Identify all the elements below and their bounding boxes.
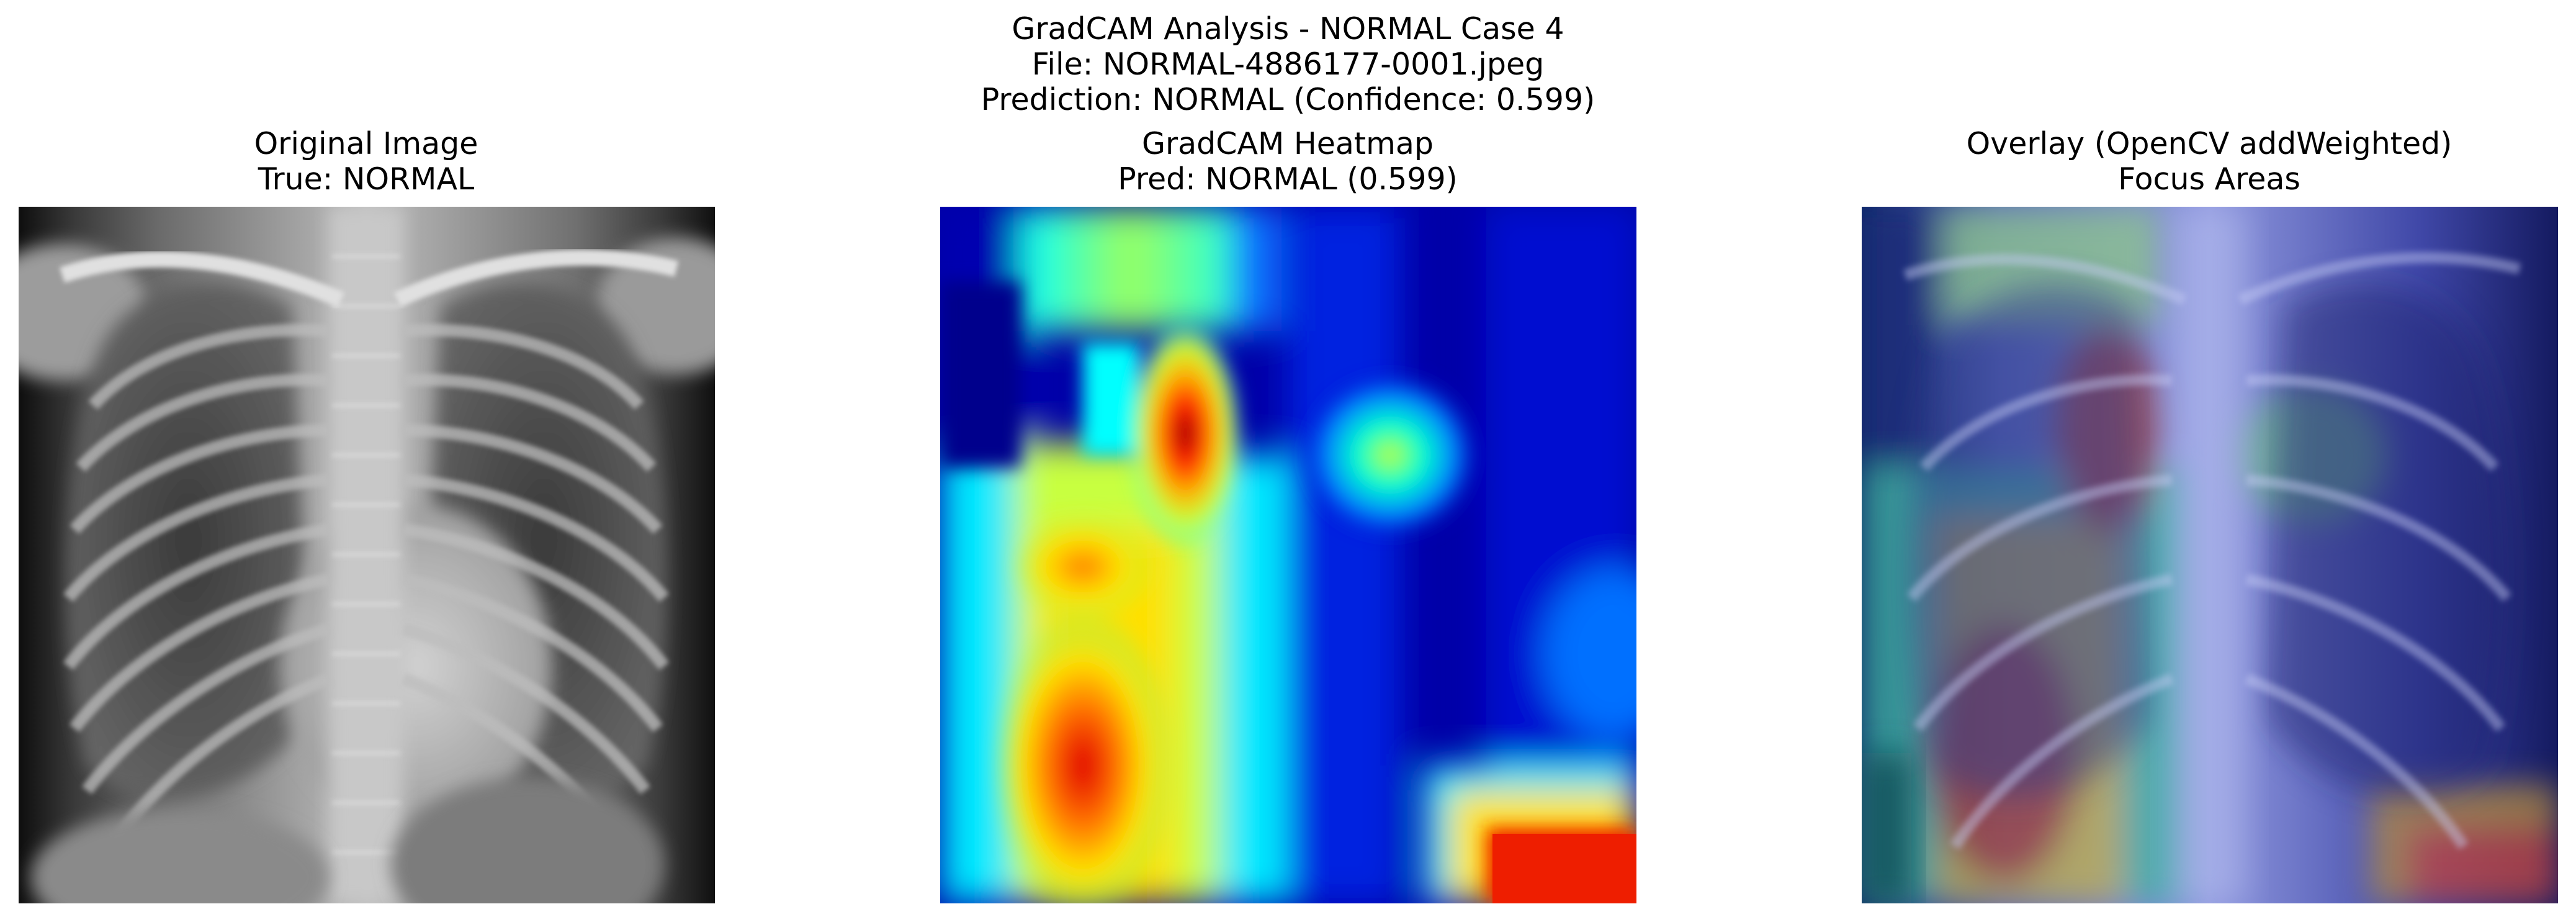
figure-title-line-2: File: NORMAL-4886177-0001.jpeg (1031, 47, 1545, 82)
overlay-title-line-2: Focus Areas (2118, 161, 2300, 197)
original-image-title-line-2: True: NORMAL (258, 161, 475, 197)
original-xray-image (19, 207, 715, 903)
overlay-drawing (1862, 207, 2558, 903)
heatmap-drawing (940, 207, 1636, 903)
figure-title-line-1: GradCAM Analysis - NORMAL Case 4 (1012, 11, 1564, 47)
figure-title: GradCAM Analysis - NORMAL Case 4 File: N… (0, 11, 2576, 117)
xray-drawing (19, 207, 715, 903)
overlay-title-line-1: Overlay (OpenCV addWeighted) (1966, 126, 2453, 161)
original-image-title: Original Image True: NORMAL (19, 126, 714, 197)
gradcam-heatmap-image (940, 207, 1636, 903)
overlay-image (1862, 207, 2558, 903)
overlay-title: Overlay (OpenCV addWeighted) Focus Areas (1862, 126, 2557, 197)
original-image-title-line-1: Original Image (254, 126, 478, 161)
figure-title-line-3: Prediction: NORMAL (Confidence: 0.599) (981, 82, 1595, 117)
heatmap-title-line-2: Pred: NORMAL (0.599) (1118, 161, 1458, 197)
heatmap-title: GradCAM Heatmap Pred: NORMAL (0.599) (940, 126, 1635, 197)
heatmap-title-line-1: GradCAM Heatmap (1142, 126, 1434, 161)
